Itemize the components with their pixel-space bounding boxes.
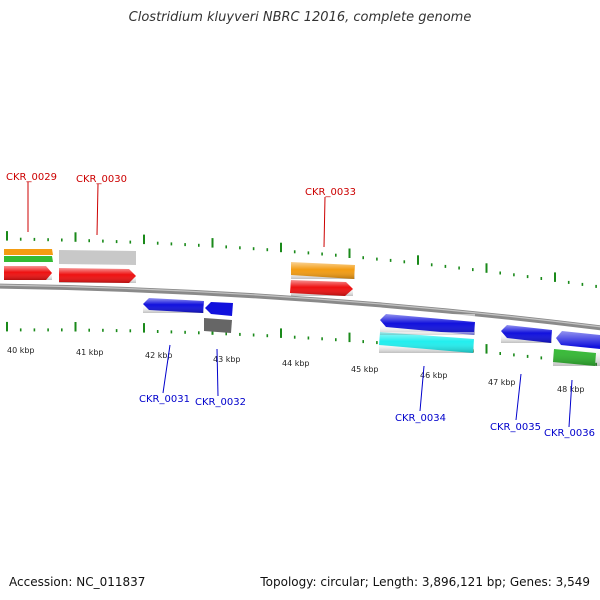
accession-text: Accession: NC_011837 [9, 575, 146, 589]
feature-ckr-0030-gray[interactable] [59, 250, 136, 265]
label-ckr-0029: CKR_0029 [6, 172, 57, 183]
label-ckr-0031: CKR_0031 [139, 394, 190, 405]
leader-ckr-0036 [568, 379, 573, 428]
leader-ckr-0030 [96, 183, 99, 236]
leader-ckr-0032 [216, 348, 219, 397]
label-ckr-0035: CKR_0035 [490, 422, 541, 433]
label-ckr-0032: CKR_0032 [195, 397, 246, 408]
leader-ckr-0034 [419, 365, 425, 412]
feature-ckr-0032-blue[interactable] [205, 302, 233, 316]
scale-label-47: 47 kbp [488, 378, 516, 387]
leader-ckr-0035 [515, 373, 522, 421]
label-leaders [27, 182, 573, 428]
tick-row-upper [6, 231, 597, 288]
feature-shading [4, 262, 600, 366]
label-ckr-0030: CKR_0030 [76, 174, 127, 185]
feature-ckr-0029-green[interactable] [4, 256, 53, 262]
scale-label-43: 43 kbp [213, 355, 241, 364]
scale-label-45: 45 kbp [351, 365, 379, 374]
scale-label-46: 46 kbp [420, 371, 448, 380]
label-ckr-0034: CKR_0034 [395, 413, 446, 424]
scale-label-44: 44 kbp [282, 359, 310, 368]
genome-backbone [0, 283, 600, 331]
genome-summary-text: Topology: circular; Length: 3,896,121 bp… [260, 575, 590, 589]
scale-label-48: 48 kbp [557, 385, 585, 394]
scale-label-42: 42 kbp [145, 351, 173, 360]
label-ckr-0033: CKR_0033 [305, 187, 356, 198]
feature-ckr-0029-orange[interactable] [4, 249, 53, 255]
scale-label-41: 41 kbp [76, 348, 104, 357]
scale-labels: 40 kbp 41 kbp 42 kbp 43 kbp 44 kbp 45 kb… [7, 346, 585, 394]
genome-title: Clostridium kluyveri NBRC 12016, complet… [128, 10, 472, 25]
label-ckr-0036: CKR_0036 [544, 428, 595, 439]
genome-backbone-highlight [0, 284, 600, 328]
leader-ckr-0033 [323, 196, 326, 248]
scale-label-40: 40 kbp [7, 346, 35, 355]
feature-ckr-0032-gray[interactable] [204, 318, 232, 333]
leader-ckr-0031 [162, 344, 171, 394]
